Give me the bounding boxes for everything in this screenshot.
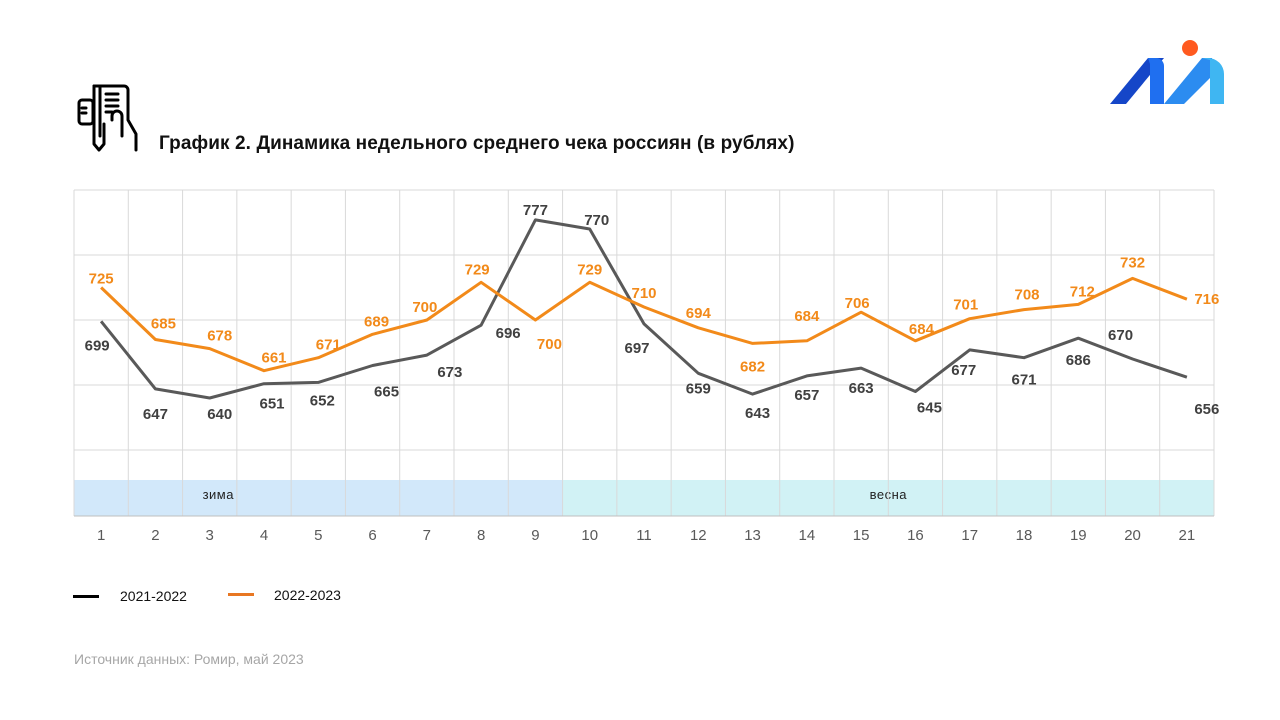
legend-label-2021-2022: 2021-2022 bbox=[120, 588, 187, 604]
x-tick-label: 14 bbox=[799, 527, 816, 544]
data-label: 696 bbox=[496, 325, 521, 342]
data-label: 708 bbox=[1014, 287, 1039, 304]
x-tick-label: 5 bbox=[314, 527, 322, 544]
data-label: 732 bbox=[1120, 254, 1145, 271]
data-label: 682 bbox=[740, 358, 765, 375]
receipt-in-hand-icon bbox=[77, 84, 138, 152]
x-tick-label: 20 bbox=[1124, 527, 1141, 544]
x-tick-label: 19 bbox=[1070, 527, 1087, 544]
data-label: 678 bbox=[207, 328, 232, 345]
data-label: 670 bbox=[1108, 327, 1133, 344]
data-label: 661 bbox=[261, 350, 286, 367]
data-label: 729 bbox=[577, 261, 602, 278]
data-label: 665 bbox=[374, 384, 399, 401]
data-label: 656 bbox=[1194, 401, 1219, 418]
data-label: 671 bbox=[316, 337, 341, 354]
data-label: 657 bbox=[794, 387, 819, 404]
x-tick-label: 17 bbox=[961, 527, 978, 544]
x-tick-label: 12 bbox=[690, 527, 707, 544]
data-label: 647 bbox=[143, 406, 168, 423]
data-label: 684 bbox=[909, 321, 935, 338]
x-tick-label: 4 bbox=[260, 527, 268, 544]
data-label: 640 bbox=[207, 406, 232, 423]
series-line-2021-2022 bbox=[99, 218, 1188, 400]
data-label: 700 bbox=[412, 299, 437, 316]
data-label: 685 bbox=[151, 316, 176, 333]
x-tick-label: 2 bbox=[151, 527, 159, 544]
data-label: 700 bbox=[537, 336, 562, 353]
data-label: 686 bbox=[1066, 352, 1091, 369]
data-label: 677 bbox=[951, 362, 976, 379]
data-label: 643 bbox=[745, 405, 770, 422]
data-label: 663 bbox=[849, 380, 874, 397]
data-label: 706 bbox=[845, 295, 870, 312]
data-label: 652 bbox=[310, 392, 335, 409]
data-label: 729 bbox=[465, 261, 490, 278]
data-label: 697 bbox=[624, 340, 649, 357]
x-tick-label: 10 bbox=[581, 527, 598, 544]
x-tick-label: 9 bbox=[531, 527, 539, 544]
data-label: 716 bbox=[1194, 291, 1219, 308]
data-label: 645 bbox=[917, 400, 942, 417]
data-source-note: Источник данных: Ромир, май 2023 bbox=[74, 651, 304, 667]
legend-label-2022-2023: 2022-2023 bbox=[274, 587, 341, 603]
x-tick-label: 18 bbox=[1016, 527, 1033, 544]
x-tick-label: 16 bbox=[907, 527, 924, 544]
data-label: 659 bbox=[686, 380, 711, 397]
data-label: 701 bbox=[953, 297, 978, 314]
data-label: 777 bbox=[523, 202, 548, 219]
data-label: 689 bbox=[364, 313, 389, 330]
data-label: 651 bbox=[259, 396, 284, 413]
data-label: 673 bbox=[437, 364, 462, 381]
x-tick-label: 21 bbox=[1179, 527, 1196, 544]
data-label: 725 bbox=[89, 271, 114, 288]
x-tick-label: 3 bbox=[206, 527, 214, 544]
season-band-label: зима bbox=[203, 487, 235, 502]
data-label: 712 bbox=[1070, 283, 1095, 300]
data-label: 694 bbox=[686, 305, 712, 322]
brand-logo-icon bbox=[1110, 40, 1224, 104]
x-tick-label: 11 bbox=[636, 527, 652, 544]
data-label: 684 bbox=[794, 308, 820, 325]
data-label: 699 bbox=[85, 337, 110, 354]
season-band-0 bbox=[74, 480, 563, 516]
x-tick-label: 13 bbox=[744, 527, 761, 544]
data-label: 770 bbox=[584, 212, 609, 229]
x-tick-label: 6 bbox=[368, 527, 376, 544]
chart-title: График 2. Динамика недельного среднего ч… bbox=[159, 133, 795, 154]
x-tick-label: 8 bbox=[477, 527, 485, 544]
x-tick-label: 15 bbox=[853, 527, 870, 544]
legend-swatch-2022-2023 bbox=[228, 593, 254, 596]
series-line-2022-2023 bbox=[100, 276, 1188, 373]
x-tick-label: 7 bbox=[423, 527, 431, 544]
data-label: 710 bbox=[631, 285, 656, 302]
legend-swatch-2021-2022 bbox=[73, 595, 99, 598]
data-label: 671 bbox=[1011, 372, 1036, 389]
x-tick-label: 1 bbox=[97, 527, 105, 544]
